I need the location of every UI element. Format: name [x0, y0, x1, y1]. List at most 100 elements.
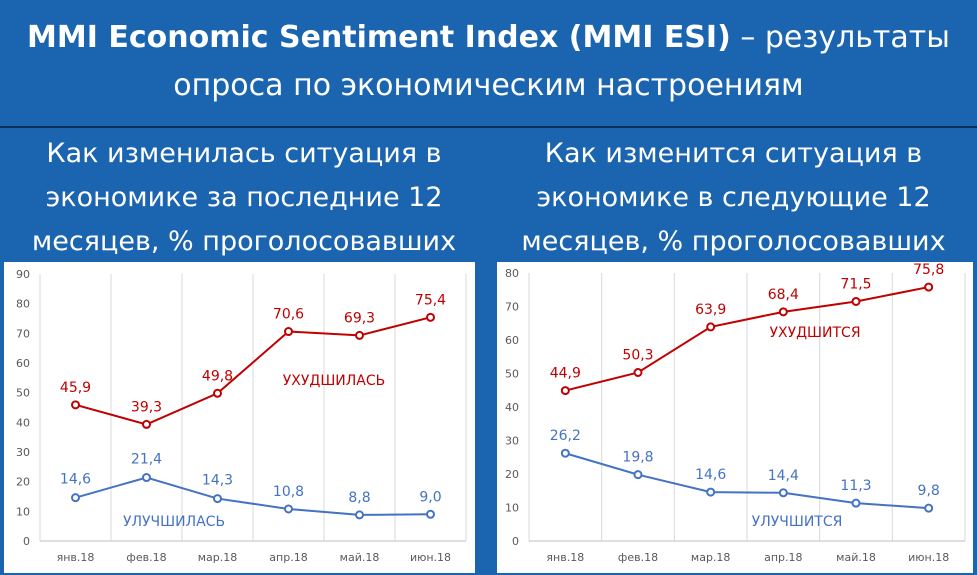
series-line — [565, 286, 929, 392]
data-point — [778, 307, 788, 317]
data-point — [560, 386, 570, 396]
page-title-line1: MMI Economic Sentiment Index (MMI ESI) –… — [0, 20, 977, 55]
data-point — [778, 488, 788, 498]
subtitle-line: экономике в следующие 12 — [536, 182, 931, 213]
series-name-label: УЛУЧШИТСЯ — [752, 514, 843, 530]
data-point — [142, 473, 151, 483]
series-name-label: УХУДШИТСЯ — [769, 325, 860, 341]
data-point — [142, 419, 151, 429]
data-point — [426, 312, 435, 322]
y-tick-label: 40 — [505, 401, 519, 414]
y-tick-label: 10 — [505, 502, 519, 515]
data-label: 14,6 — [695, 467, 726, 483]
subtitle-line: Как изменится ситуация в — [544, 138, 923, 169]
data-point — [213, 494, 222, 504]
x-tick-label: апр.18 — [269, 551, 307, 564]
y-tick-label: 70 — [16, 327, 30, 340]
y-tick-label: 70 — [505, 301, 519, 314]
data-label: 14,3 — [202, 473, 233, 489]
y-tick-label: 30 — [505, 435, 519, 448]
series-line — [75, 316, 431, 426]
data-point — [633, 367, 643, 377]
data-label: 21,4 — [131, 452, 162, 468]
data-label: 69,3 — [344, 310, 375, 326]
x-tick-label: июн.18 — [410, 551, 451, 564]
data-label: 14,6 — [60, 472, 91, 488]
data-label: 14,4 — [768, 468, 799, 484]
y-tick-label: 30 — [16, 446, 30, 459]
data-point — [213, 388, 222, 398]
y-tick-label: 0 — [512, 535, 519, 548]
x-tick-label: фев.18 — [618, 551, 658, 564]
y-tick-label: 60 — [16, 357, 30, 370]
y-tick-label: 50 — [505, 368, 519, 381]
y-tick-label: 50 — [16, 387, 30, 400]
data-label: 8,8 — [348, 490, 370, 506]
y-tick-label: 80 — [505, 267, 519, 280]
data-label: 71,5 — [840, 276, 871, 292]
data-label: 68,4 — [768, 287, 799, 303]
series-name-label: УЛУЧШИЛАСЬ — [123, 514, 225, 530]
y-tick-label: 90 — [16, 268, 30, 281]
y-tick-label: 0 — [23, 535, 30, 548]
data-point — [355, 510, 364, 520]
data-label: 26,2 — [550, 428, 581, 444]
data-point — [924, 282, 934, 292]
data-label: 39,3 — [131, 399, 162, 415]
y-tick-label: 80 — [16, 298, 30, 311]
y-tick-label: 20 — [16, 476, 30, 489]
data-point — [851, 498, 861, 508]
x-tick-label: янв.18 — [546, 551, 584, 564]
subtitle-line: экономике за последние 12 — [45, 182, 443, 213]
data-label: 10,8 — [273, 484, 304, 500]
data-point — [71, 400, 80, 410]
series-line — [75, 476, 431, 516]
subtitle-line: месяцев, % проголосовавших — [31, 226, 457, 257]
data-label: 19,8 — [622, 450, 653, 466]
header: MMI Economic Sentiment Index (MMI ESI) –… — [0, 0, 977, 126]
title-rest: – результаты — [730, 20, 950, 55]
data-point — [71, 493, 80, 503]
data-label: 11,3 — [840, 478, 871, 494]
chart-right-subtitle: Как изменится ситуация в экономике в сле… — [490, 132, 977, 264]
chart-right: 0 10 20 30 40 50 60 70 80 янв.18 фев.18 мар.18 апр.1… — [505, 262, 966, 564]
x-tick-label: май.18 — [340, 551, 380, 564]
x-tick-label: мар.18 — [198, 551, 238, 564]
x-tick-label: июн.18 — [908, 551, 949, 564]
data-label: 75,4 — [415, 292, 446, 308]
chart-right-panel: 0 10 20 30 40 50 60 70 80 янв.18 фев.18 мар.18 апр.1… — [497, 262, 973, 573]
chart-left-subtitle: Как изменилась ситуация в экономике за п… — [0, 132, 488, 264]
title-bold: MMI Economic Sentiment Index (MMI ESI) — [27, 20, 731, 55]
chart-left: 0 10 20 30 40 50 60 70 80 90 янв.18 фев.18 мар.18 апр… — [16, 268, 467, 564]
series-name-label: УХУДШИЛАСЬ — [283, 373, 386, 389]
series-line — [565, 452, 929, 510]
data-point — [426, 509, 435, 519]
data-point — [851, 296, 861, 306]
y-tick-label: 10 — [16, 505, 30, 518]
data-point — [284, 504, 293, 514]
header-divider — [0, 126, 977, 128]
page-title-line2: опроса по экономическим настроениям — [173, 68, 804, 103]
data-label: 75,8 — [913, 262, 944, 278]
chart-left-panel: 0 10 20 30 40 50 60 70 80 90 янв.18 фев.18 мар.18 апр… — [4, 262, 475, 573]
data-label: 70,6 — [273, 307, 304, 323]
y-tick-label: 20 — [505, 468, 519, 481]
x-tick-label: апр.18 — [764, 551, 802, 564]
data-label: 50,3 — [622, 347, 653, 363]
data-label: 49,8 — [202, 368, 233, 384]
x-tick-label: май.18 — [836, 551, 876, 564]
data-label: 9,0 — [419, 489, 441, 505]
data-point — [560, 448, 570, 458]
x-tick-label: янв.18 — [57, 551, 95, 564]
data-point — [284, 327, 293, 337]
data-point — [355, 330, 364, 340]
data-point — [706, 322, 716, 332]
subtitle-line: месяцев, % проголосовавших — [521, 226, 946, 257]
y-tick-label: 40 — [16, 416, 30, 429]
x-tick-label: фев.18 — [126, 551, 166, 564]
data-point — [924, 503, 934, 513]
subtitle-line: Как изменилась ситуация в — [46, 138, 442, 169]
data-label: 63,9 — [695, 302, 726, 318]
data-label: 45,9 — [60, 380, 91, 396]
data-label: 9,8 — [918, 483, 940, 499]
